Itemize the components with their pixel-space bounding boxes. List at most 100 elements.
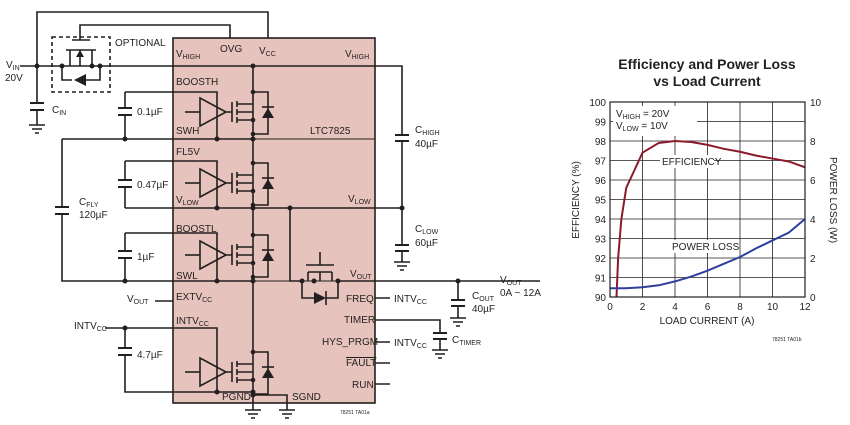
x-tick-label: 4: [672, 302, 678, 313]
junction-dot: [250, 160, 256, 166]
c-boostl-value: 1µF: [137, 252, 154, 263]
chigh-value: 40µF: [415, 139, 438, 150]
cin-label: CIN: [52, 105, 66, 117]
gate-driver-icon: [199, 239, 228, 271]
pin-vlow-right: VLOW: [348, 194, 371, 206]
vout-output-label: VOUT: [500, 275, 522, 287]
vin-value: 20V: [5, 73, 23, 84]
ltc7825-chip: [172, 37, 376, 404]
pin-swl: SWL: [176, 271, 198, 282]
gate-drivers: [173, 89, 375, 397]
body-diode-icon: [262, 179, 274, 189]
chigh-label: CHIGH: [415, 125, 440, 137]
y-tick-label: 96: [595, 176, 607, 187]
y-tick-label: 91: [595, 274, 607, 285]
junction-dot: [250, 377, 256, 383]
y2-tick-label: 0: [810, 293, 816, 304]
efficiency-line: [615, 139, 806, 298]
cfly-value: 120µF: [79, 210, 108, 221]
gate-driver-icon: [199, 167, 228, 199]
y-tick-label: 99: [595, 118, 607, 129]
net-vout-left: VOUT: [127, 294, 149, 306]
y2-tick-label: 10: [810, 98, 822, 109]
body-diode-icon: [262, 368, 274, 378]
pin-vcc: VCC: [259, 46, 276, 58]
pin-fault: FAULT: [346, 358, 376, 369]
y-axis-label: EFFICIENCY (%): [571, 161, 582, 239]
c-boosth-value: 0.1µF: [137, 107, 163, 118]
x-tick-label: 2: [640, 302, 646, 313]
x-axis-label: LOAD CURRENT (A): [660, 316, 755, 327]
pin-ovg: OVG: [220, 44, 242, 55]
chip-name: LTC7825: [310, 126, 351, 137]
net-intvcc-left: INTVCC: [74, 321, 107, 333]
annotation-vlow: VLOW = 10V: [616, 121, 668, 133]
pin-boosth: BOOSTH: [176, 77, 218, 88]
annotation-vhigh: VHIGH = 20V: [616, 109, 670, 121]
y-tick-label: 94: [595, 215, 607, 226]
optional-label: OPTIONAL: [115, 38, 166, 49]
net-intvcc-freq: INTVCC: [394, 294, 427, 306]
pin-run: RUN: [352, 380, 374, 391]
pin-intvcc: INTVCC: [176, 316, 209, 328]
chart-figure-id: 78251 TA01b: [772, 337, 802, 343]
chart-lines: [610, 139, 806, 298]
pin-hys-prgm: HYS_PRGM: [322, 337, 378, 348]
gate-driver-icon: [199, 356, 228, 388]
pin-vlow-left: VLOW: [176, 195, 199, 207]
junction-dot: [250, 349, 256, 355]
x-tick-label: 12: [799, 302, 811, 313]
cout-label: COUT: [472, 291, 495, 303]
cfly-label: CFLY: [79, 197, 99, 209]
pin-extvcc: EXTVCC: [176, 292, 212, 304]
y-tick-label: 97: [595, 157, 607, 168]
power-loss-line: [610, 218, 806, 290]
x-tick-label: 6: [705, 302, 711, 313]
y2-tick-label: 8: [810, 137, 816, 148]
efficiency-series-label: EFFICIENCY: [662, 157, 722, 168]
y-tick-label: 90: [595, 293, 607, 304]
y2-tick-label: 4: [810, 215, 816, 226]
pin-vhigh-right: VHIGH: [345, 49, 369, 61]
x-tick-label: 0: [607, 302, 613, 313]
clow-label: CLOW: [415, 224, 439, 236]
chart-subtitle: vs Load Current: [653, 73, 761, 89]
plot-frame: [609, 101, 806, 298]
pin-fl5v: FL5V: [176, 147, 200, 158]
y2-tick-label: 6: [810, 176, 816, 187]
chart-title: Efficiency and Power Loss: [618, 56, 796, 72]
y-tick-label: 95: [595, 196, 607, 207]
junction-dots: [34, 63, 461, 398]
pin-boostl: BOOSTL: [176, 224, 217, 235]
wires: [20, 11, 540, 419]
chart-ticks: 0 2 4 6 8 10 12 90 91 92 93 94 95 96 97 98 99 100 0 2 4 6 8 10: [589, 98, 821, 313]
junction-dot: [250, 232, 256, 238]
y-tick-label: 98: [595, 137, 607, 148]
vin-label: VIN: [6, 60, 20, 72]
annotation-bg: [613, 106, 697, 136]
powerloss-label-bg: [670, 240, 732, 253]
pin-swh: SWH: [176, 126, 199, 137]
junction-dot: [250, 89, 256, 95]
pin-timer: TIMER: [344, 315, 375, 326]
x-tick-label: 8: [737, 302, 743, 313]
y2-tick-label: 2: [810, 254, 816, 265]
pin-vhigh-left: VHIGH: [176, 49, 200, 61]
y-tick-label: 93: [595, 235, 607, 246]
efficiency-label-bg: [660, 155, 714, 168]
y2-axis-label: POWER LOSS (W): [827, 157, 838, 243]
junction-dot: [250, 117, 256, 123]
x-tick-label: 10: [767, 302, 779, 313]
schematic-figure-id: 78251 TA01a: [340, 410, 370, 416]
junction-dot: [250, 260, 256, 266]
vout-range: 0A ~ 12A: [500, 288, 541, 299]
body-diode-icon: [262, 108, 274, 118]
pin-freq: FREQ: [346, 294, 374, 305]
junction-dot: [250, 274, 256, 280]
efficiency-chart: Efficiency and Power Loss vs Load Curren…: [571, 56, 838, 343]
pin-sgnd: SGND: [292, 392, 321, 403]
y-tick-label: 100: [589, 98, 606, 109]
junction-dot: [250, 131, 256, 137]
power-loss-series-label: POWER LOSS: [672, 242, 740, 253]
